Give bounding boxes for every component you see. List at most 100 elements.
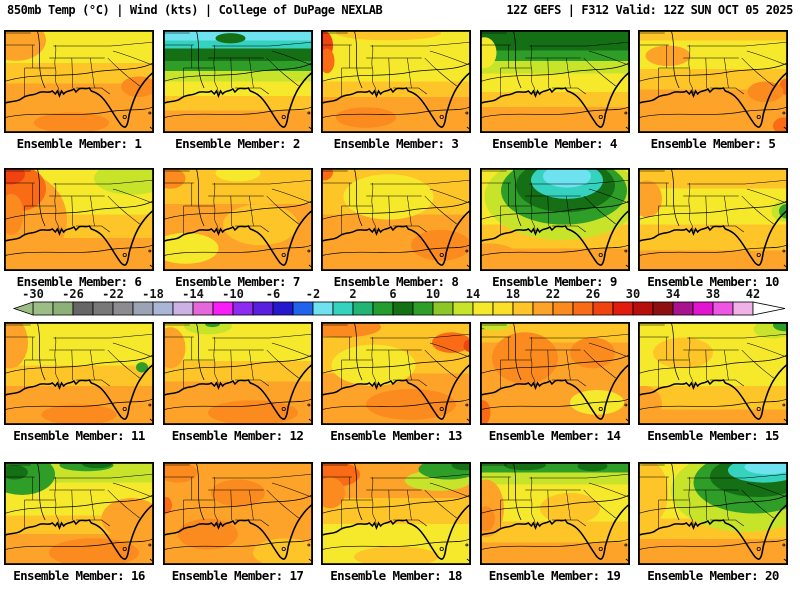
map-850mb-temp-wind[interactable] (321, 322, 471, 425)
ensemble-member-panel[interactable]: Ensemble Member: 16 (4, 462, 154, 583)
ensemble-member-panel[interactable]: Ensemble Member: 4 (479, 30, 630, 151)
state-borders (321, 464, 471, 529)
temperature-fill (638, 168, 788, 271)
map-850mb-temp-wind[interactable] (162, 168, 313, 271)
panel-border (321, 462, 471, 565)
map-850mb-temp-wind[interactable] (479, 168, 630, 271)
map-850mb-temp-wind[interactable] (162, 322, 313, 425)
contour-lines (321, 30, 471, 119)
panel-border (162, 322, 313, 425)
map-850mb-temp-wind[interactable] (638, 30, 788, 133)
map-linework (638, 168, 788, 269)
ensemble-member-panel[interactable]: Ensemble Member: 2 (162, 30, 313, 151)
state-borders (479, 32, 630, 97)
ensemble-member-label: Ensemble Member: 16 (13, 568, 145, 583)
lake-okeechobee (598, 547, 603, 552)
temperature-fill (4, 462, 154, 565)
map-linework (4, 30, 154, 131)
ensemble-member-panel[interactable]: Ensemble Member: 18 (321, 462, 471, 583)
contour-lines (638, 322, 788, 411)
ensemble-member-panel[interactable]: Ensemble Member: 13 (321, 322, 471, 443)
ensemble-member-panel[interactable]: Ensemble Member: 8 (321, 168, 471, 289)
state-borders (162, 464, 313, 529)
lake-okeechobee (122, 547, 127, 552)
temperature-colorbar: -30 -26 -22 -18 -14 -10 -6 -2 2 6 10 14 18 22 26 30 34 38… (0, 287, 800, 320)
map-linework (162, 168, 313, 269)
colorbar-tick: -2 (306, 287, 320, 301)
ensemble-member-panel[interactable]: Ensemble Member: 20 (638, 462, 788, 583)
map-850mb-temp-wind[interactable] (4, 322, 154, 425)
contour-lines (4, 30, 154, 119)
colorbar-tick: -18 (142, 287, 164, 301)
map-850mb-temp-wind[interactable] (638, 462, 788, 565)
map-850mb-temp-wind[interactable] (162, 462, 313, 565)
ensemble-member-label: Ensemble Member: 5 (650, 136, 776, 151)
ensemble-member-panel[interactable]: Ensemble Member: 9 (479, 168, 630, 289)
lake-okeechobee (756, 115, 761, 120)
ensemble-member-panel[interactable]: Ensemble Member: 11 (4, 322, 154, 443)
map-850mb-temp-wind[interactable] (321, 462, 471, 565)
colorbar-tick: 6 (389, 287, 396, 301)
ensemble-member-panel[interactable]: Ensemble Member: 6 (4, 168, 154, 289)
colorbar-tick: -14 (182, 287, 204, 301)
contour-lines (479, 168, 630, 257)
ensemble-member-label: Ensemble Member: 19 (488, 568, 621, 583)
ensemble-member-label: Ensemble Member: 18 (330, 568, 462, 583)
map-850mb-temp-wind[interactable] (479, 30, 630, 133)
map-850mb-temp-wind[interactable] (321, 30, 471, 133)
ensemble-member-panel[interactable]: Ensemble Member: 7 (162, 168, 313, 289)
ensemble-member-panel[interactable]: Ensemble Member: 17 (162, 462, 313, 583)
ensemble-member-label: Ensemble Member: 7 (175, 274, 300, 289)
map-850mb-temp-wind[interactable] (321, 168, 471, 271)
ensemble-member-label: Ensemble Member: 9 (492, 274, 617, 289)
ensemble-member-label: Ensemble Member: 1 (16, 136, 142, 151)
ensemble-member-label: Ensemble Member: 4 (492, 136, 617, 151)
map-linework (479, 30, 630, 131)
ensemble-member-panel[interactable]: Ensemble Member: 3 (321, 30, 471, 151)
temperature-fill (162, 30, 313, 133)
temperature-fill (321, 168, 471, 271)
map-850mb-temp-wind[interactable] (162, 30, 313, 133)
map-850mb-temp-wind[interactable] (638, 168, 788, 271)
map-850mb-temp-wind[interactable] (4, 462, 154, 565)
state-borders (638, 170, 788, 235)
ensemble-member-panel[interactable]: Ensemble Member: 10 (638, 168, 788, 289)
ensemble-row-2: Ensemble Member: 6 Ensemble Member: 7 Ense… (4, 168, 788, 289)
colorbar-tick: -30 (22, 287, 44, 301)
ensemble-member-panel[interactable]: Ensemble Member: 12 (162, 322, 313, 443)
map-850mb-temp-wind[interactable] (479, 462, 630, 565)
contour-lines (162, 168, 313, 257)
coastline (479, 362, 630, 420)
map-850mb-temp-wind[interactable] (479, 322, 630, 425)
lake-okeechobee (281, 253, 286, 258)
ensemble-member-panel[interactable]: Ensemble Member: 19 (479, 462, 630, 583)
colorbar-tick: 42 (746, 287, 760, 301)
colorbar-tick: 34 (666, 287, 680, 301)
colorbar-tick: 10 (426, 287, 440, 301)
panel-border (479, 30, 630, 133)
coastline (321, 362, 471, 420)
state-borders (479, 170, 630, 235)
panel-border (479, 168, 630, 271)
map-linework (162, 462, 313, 563)
lake-okeechobee (598, 253, 603, 258)
ensemble-member-panel[interactable]: Ensemble Member: 1 (4, 30, 154, 151)
ensemble-member-panel[interactable]: Ensemble Member: 14 (479, 322, 630, 443)
coastline (638, 502, 788, 560)
ensemble-member-label: Ensemble Member: 14 (488, 428, 621, 443)
ensemble-row-3: Ensemble Member: 11 Ensemble Member: 12 En… (4, 322, 788, 443)
panel-border (638, 30, 788, 133)
map-linework (321, 322, 471, 423)
map-linework (4, 168, 154, 269)
ensemble-member-panel[interactable]: Ensemble Member: 15 (638, 322, 788, 443)
contour-lines (479, 462, 630, 551)
map-850mb-temp-wind[interactable] (4, 168, 154, 271)
colorbar-tick-labels: -30 -26 -22 -18 -14 -10 -6 -2 2 6 10 14 18 22 26 30 34 38… (22, 287, 760, 301)
ensemble-member-panel[interactable]: Ensemble Member: 5 (638, 30, 788, 151)
map-850mb-temp-wind[interactable] (638, 322, 788, 425)
panel-border (4, 322, 154, 425)
contour-lines (638, 168, 788, 257)
map-850mb-temp-wind[interactable] (4, 30, 154, 133)
colorbar-tick: 14 (466, 287, 480, 301)
colorbar-tick: 18 (506, 287, 520, 301)
